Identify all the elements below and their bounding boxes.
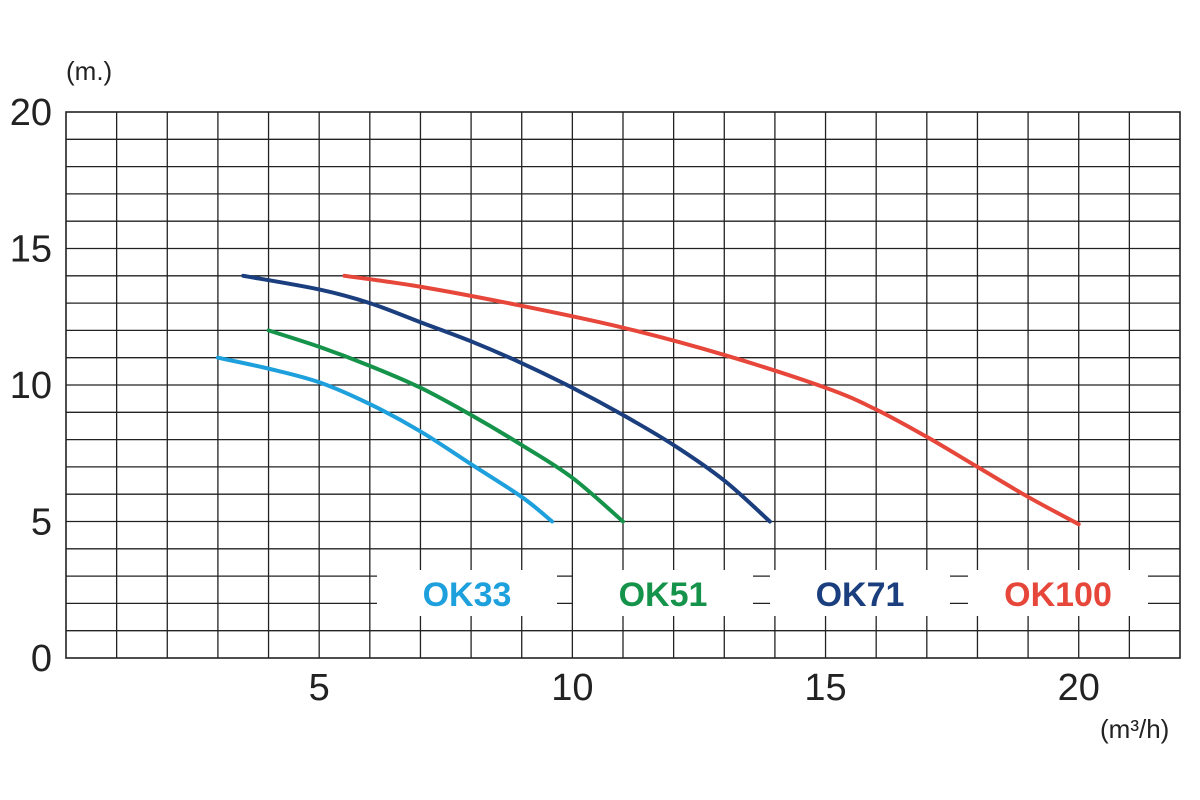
y-tick-label: 15 (10, 229, 52, 271)
plot-border (65, 111, 1181, 659)
legend-label-ok71: OK71 (816, 576, 905, 614)
y-tick-label: 10 (10, 365, 52, 407)
y-tick-label: 5 (31, 502, 52, 544)
legend: OK33 OK51 OK71 OK100 (377, 570, 1148, 616)
series-line-ok33 (215, 355, 555, 524)
series-line-ok100 (342, 273, 1081, 527)
x-tick-label: 15 (804, 667, 846, 709)
x-tick-labels: 5 10 15 20 (309, 667, 1100, 709)
legend-label-ok100: OK100 (1004, 576, 1112, 614)
legend-box (573, 570, 753, 616)
y-tick-label: 0 (31, 638, 52, 680)
legend-box (968, 570, 1148, 616)
x-tick-label: 5 (309, 667, 330, 709)
legend-label-ok33: OK33 (423, 576, 512, 614)
x-tick-label: 10 (551, 667, 593, 709)
y-axis-label: (m.) (66, 56, 112, 86)
x-tick-label: 20 (1058, 667, 1100, 709)
y-tick-label: 20 (10, 92, 52, 134)
series-line-ok71 (241, 273, 772, 524)
legend-label-ok51: OK51 (619, 576, 708, 614)
y-tick-labels: 0 5 10 15 20 (10, 92, 52, 680)
plot-frame (65, 111, 1181, 659)
legend-box (770, 570, 950, 616)
x-axis-label: (m³/h) (1100, 714, 1169, 744)
series-lines (215, 273, 1081, 527)
series-line-ok51 (266, 328, 625, 524)
legend-box (377, 570, 557, 616)
